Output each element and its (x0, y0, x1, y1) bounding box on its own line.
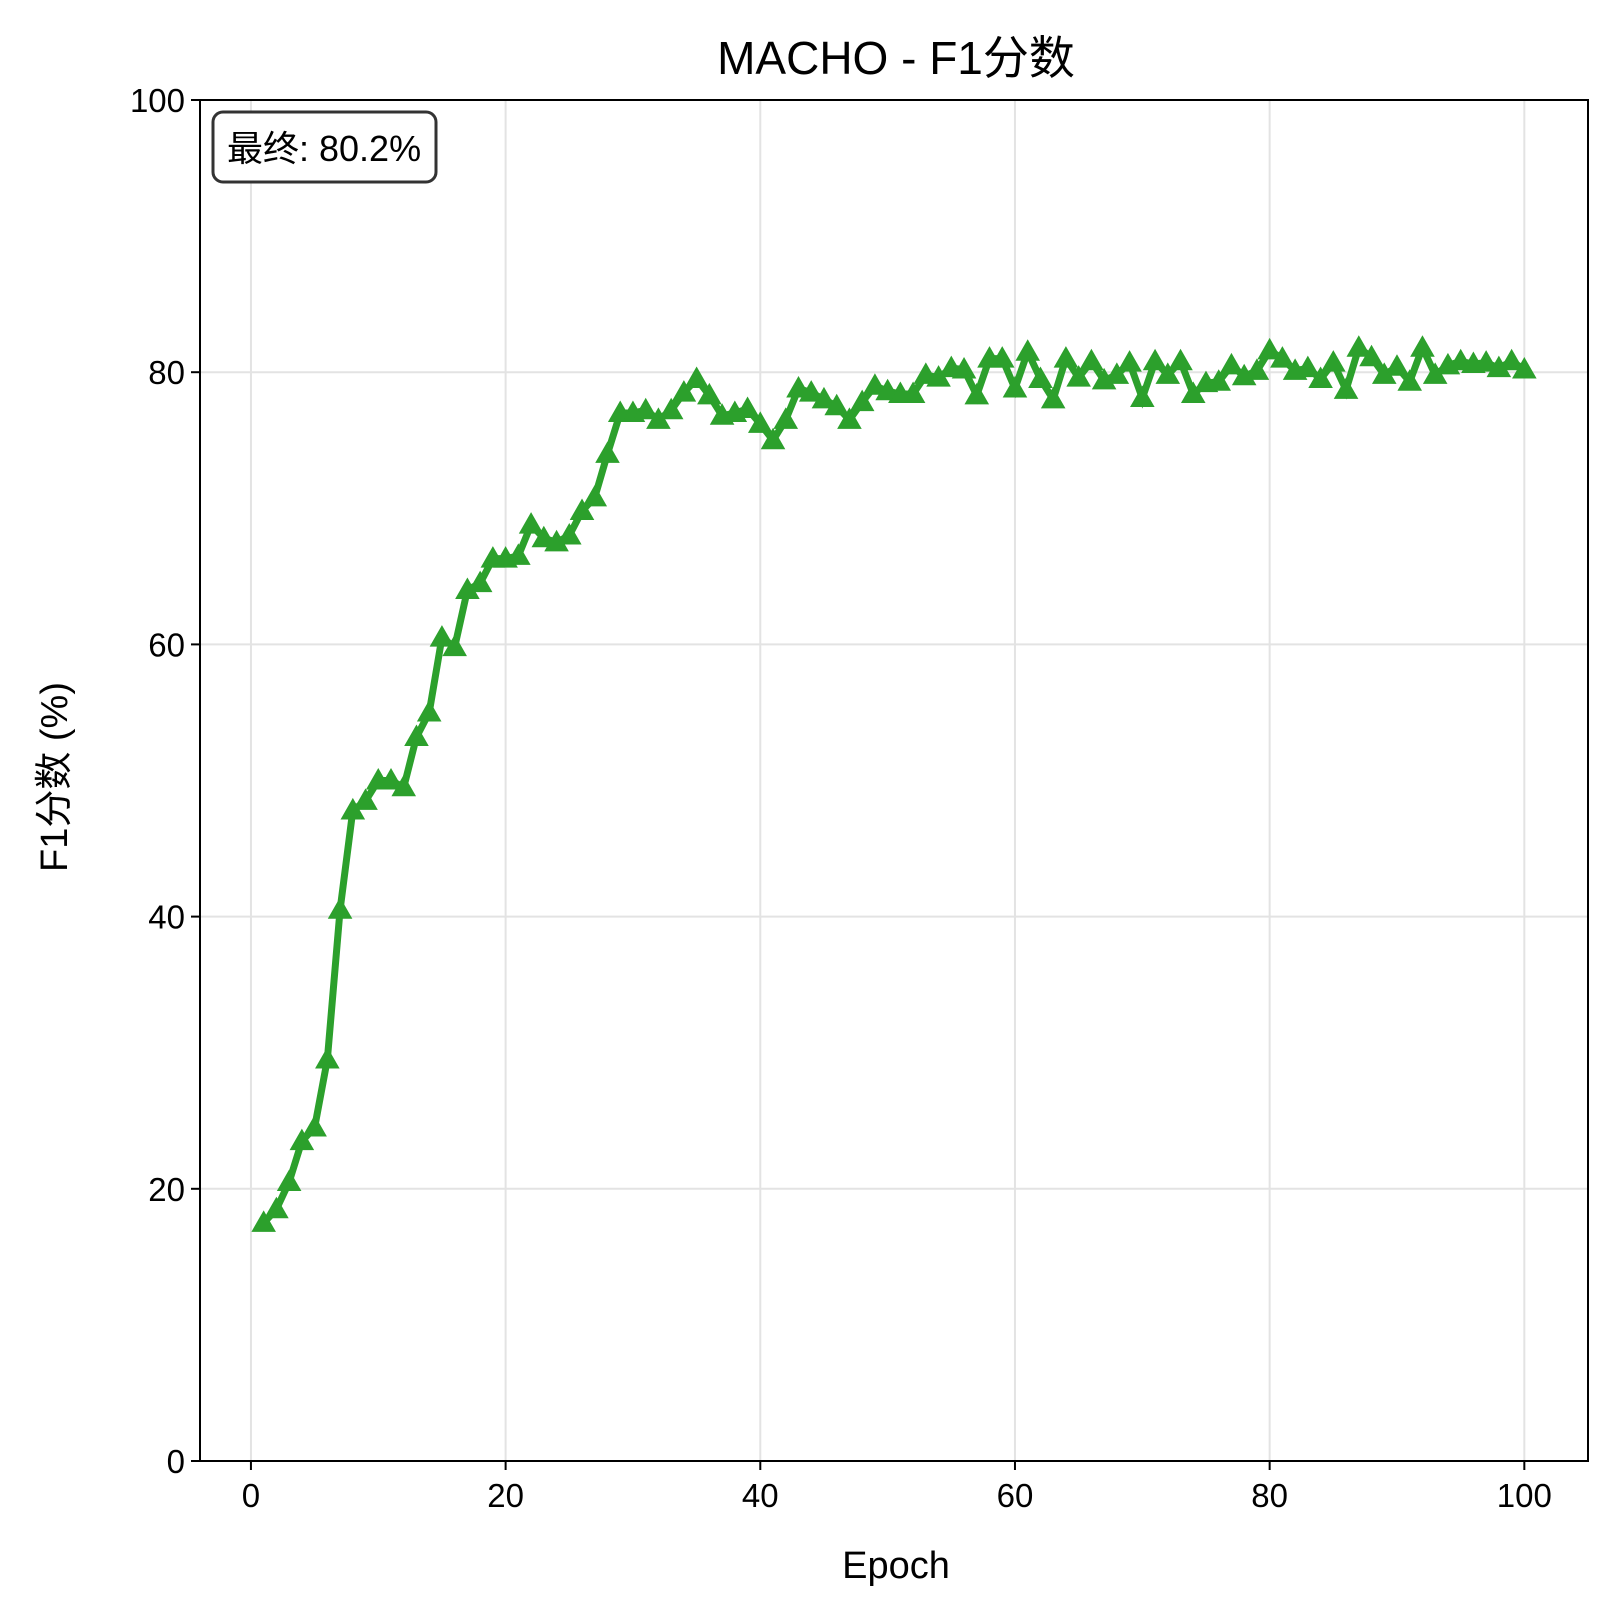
y-tick-label: 80 (148, 354, 185, 391)
data-point-marker (671, 380, 697, 402)
y-tick-label: 20 (148, 1171, 185, 1208)
x-tick-label: 40 (742, 1477, 779, 1514)
data-point-marker (1168, 348, 1193, 371)
data-point-marker (900, 381, 926, 403)
plot-frame (199, 99, 1589, 1462)
data-point-marker (378, 767, 404, 790)
data-point-marker (569, 498, 595, 521)
data-point-marker (1244, 358, 1270, 380)
data-point-marker (760, 427, 786, 450)
data-point-marker (404, 724, 429, 746)
data-point-marker (1117, 350, 1142, 372)
data-point-marker (1002, 376, 1028, 398)
data-point-marker (1180, 381, 1206, 403)
x-tick-label: 20 (487, 1477, 524, 1514)
axis-ticks: 0 20 40 60 80 100 0 20 40 60 80 100 (130, 82, 1552, 1514)
y-tick-label: 0 (167, 1443, 185, 1480)
marker-layer (251, 335, 1537, 1232)
annotation-text: 最终: 80.2% (227, 128, 421, 169)
data-point-marker (837, 407, 862, 429)
data-point-marker (429, 625, 455, 647)
data-point-marker (1499, 348, 1524, 371)
data-point-marker (315, 1046, 340, 1069)
data-point-marker (1219, 352, 1244, 375)
y-tick-label: 40 (148, 899, 185, 936)
data-point-marker (264, 1196, 289, 1219)
data-point-marker (1359, 344, 1384, 367)
y-tick-label: 60 (148, 626, 185, 663)
data-point-marker (1155, 362, 1181, 384)
data-point-marker (1270, 346, 1295, 368)
annotation-box (211, 110, 438, 184)
data-point-marker (1397, 369, 1423, 391)
data-point-marker (1257, 337, 1282, 360)
final-value-annotation: 最终: 80.2% (211, 110, 438, 184)
data-point-marker (289, 1128, 315, 1151)
data-point-marker (276, 1169, 302, 1191)
data-point-marker (1308, 366, 1333, 388)
data-point-marker (989, 346, 1015, 368)
x-tick-label: 60 (997, 1477, 1034, 1514)
chart-title: MACHO - F1分数 (717, 32, 1075, 84)
data-point-marker (531, 525, 557, 548)
data-point-marker (442, 634, 467, 657)
data-point-marker (633, 397, 658, 420)
x-axis-label: Epoch (842, 1545, 950, 1587)
data-point-marker (824, 393, 849, 416)
data-point-marker (862, 373, 888, 395)
data-point-marker (1040, 386, 1066, 409)
data-point-marker (798, 380, 824, 402)
data-point-marker (964, 382, 990, 405)
data-point-marker (1079, 348, 1104, 371)
data-point-marker (658, 397, 684, 420)
data-point-marker (416, 699, 442, 722)
data-point-marker (1015, 339, 1041, 361)
x-tick-label: 100 (1497, 1477, 1552, 1514)
data-point-marker (697, 382, 722, 405)
data-point-marker (1295, 355, 1321, 378)
data-point-marker (1104, 362, 1130, 384)
data-point-marker (1512, 356, 1537, 379)
data-point-marker (1053, 346, 1079, 368)
data-point-marker (506, 543, 531, 565)
data-point-marker (773, 407, 799, 429)
data-point-marker (951, 356, 977, 379)
data-point-marker (251, 1210, 276, 1232)
grid-lines (200, 100, 1588, 1461)
data-point-marker (1473, 350, 1499, 372)
data-point-marker (811, 386, 837, 409)
data-point-marker (518, 512, 544, 534)
data-point-marker (1333, 377, 1359, 399)
data-point-marker (1066, 365, 1091, 387)
data-point-marker (302, 1115, 327, 1137)
data-point-marker (353, 788, 378, 810)
data-point-marker (747, 411, 773, 433)
data-point-marker (1142, 348, 1168, 371)
x-tick-label: 0 (242, 1477, 260, 1514)
data-point-marker (849, 389, 875, 412)
x-tick-label: 80 (1251, 1477, 1288, 1514)
data-point-marker (1321, 350, 1346, 372)
data-point-marker (467, 570, 493, 593)
y-tick-label: 100 (130, 82, 185, 119)
data-point-marker (1130, 385, 1155, 408)
data-point-marker (1028, 366, 1053, 388)
data-point-marker (1410, 335, 1435, 357)
data-point-marker (786, 376, 811, 398)
data-point-marker (595, 441, 620, 463)
data-point-marker (684, 366, 709, 388)
y-axis-label: F1分数 (%) (34, 682, 76, 872)
data-point-marker (556, 523, 582, 545)
data-point-marker (1384, 354, 1410, 376)
data-point-marker (391, 774, 417, 797)
data-point-marker (582, 484, 608, 507)
data-point-marker (327, 897, 353, 919)
data-point-marker (1206, 369, 1232, 391)
data-point-marker (735, 396, 760, 418)
data-point-marker (1346, 335, 1372, 357)
